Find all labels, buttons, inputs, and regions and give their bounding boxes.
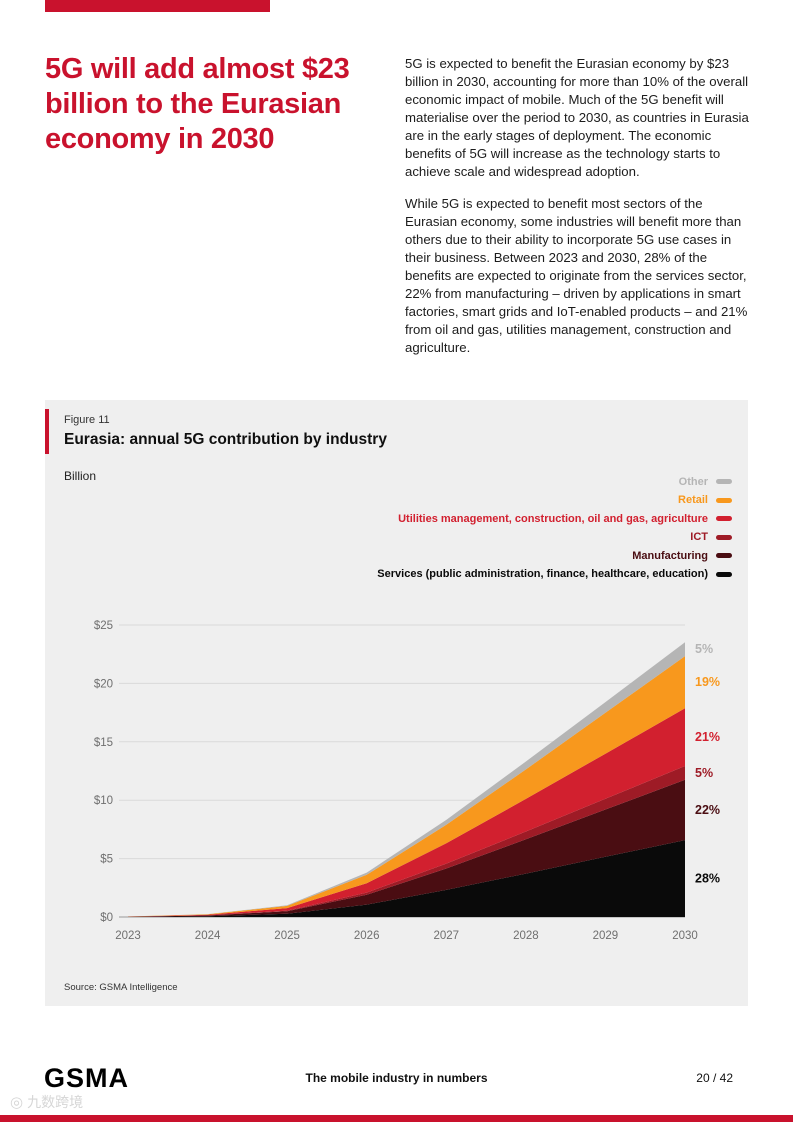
stacked-area-chart: $0 $5 $10 $15 $20 $25 2023 2024 2025 2026 2027 2028… xyxy=(45,590,748,970)
y-tick-label: $10 xyxy=(94,795,113,807)
legend-label: Manufacturing xyxy=(632,549,708,562)
legend-label: Other xyxy=(678,475,708,488)
axis-unit-label: Billion xyxy=(64,469,97,483)
area-series xyxy=(128,708,685,917)
figure-title: Eurasia: annual 5G contribution by indus… xyxy=(64,431,387,448)
pct-label: 19% xyxy=(695,675,720,689)
gsma-logo: GSMA xyxy=(44,1063,129,1093)
x-tick-label: 2028 xyxy=(513,930,539,942)
top-accent-bar xyxy=(45,0,270,12)
legend-label: Retail xyxy=(678,494,708,507)
watermark-text: 九数跨境 xyxy=(27,1094,84,1110)
x-tick-label: 2025 xyxy=(274,930,300,942)
legend-label: Services (public administration, finance… xyxy=(377,568,708,581)
area-series xyxy=(128,840,685,917)
y-tick-label: $15 xyxy=(94,737,113,749)
legend-item: Retail xyxy=(678,494,732,507)
intro-paragraph-2: While 5G is expected to benefit most sec… xyxy=(405,195,748,356)
watermark-logo-icon: ◎ xyxy=(10,1094,24,1111)
legend-item: Utilities management, construction, oil … xyxy=(398,512,732,525)
pct-label: 28% xyxy=(695,872,720,886)
page-title: 5G will add almost $23 billion to the Eu… xyxy=(45,53,350,155)
legend-item: Services (public administration, finance… xyxy=(377,568,732,581)
x-tick-label: 2024 xyxy=(195,930,221,942)
pct-label: 5% xyxy=(695,642,713,656)
pct-label: 5% xyxy=(695,766,713,780)
page-number: 20 / 42 xyxy=(696,1071,733,1085)
watermark: ◎ 九数跨境 xyxy=(10,1092,83,1112)
legend-item: Manufacturing xyxy=(632,549,732,562)
y-tick-label: $20 xyxy=(94,678,113,690)
chart-legend: Other Retail Utilities management, constru… xyxy=(377,475,732,581)
x-tick-label: 2026 xyxy=(354,930,380,942)
intro-paragraph-1: 5G is expected to benefit the Eurasian e… xyxy=(405,56,749,180)
x-tick-label: 2030 xyxy=(672,930,698,942)
x-tick-label: 2029 xyxy=(593,930,619,942)
figure-label: Figure 11 xyxy=(64,414,110,426)
legend-swatch xyxy=(716,479,732,484)
pct-label: 22% xyxy=(695,803,720,817)
footer-report-title: The mobile industry in numbers xyxy=(305,1071,488,1085)
pct-label: 21% xyxy=(695,730,720,744)
legend-swatch xyxy=(716,516,732,522)
source-note: Source: GSMA Intelligence xyxy=(64,982,178,993)
intro-text: 5G is expected to benefit the Eurasian e… xyxy=(405,55,755,357)
legend-item: ICT xyxy=(690,531,732,544)
legend-swatch xyxy=(716,497,732,503)
legend-label: Utilities management, construction, oil … xyxy=(398,512,708,525)
legend-swatch xyxy=(716,553,732,559)
legend-swatch xyxy=(716,571,732,577)
x-tick-label: 2023 xyxy=(115,930,141,942)
legend-label: ICT xyxy=(690,531,708,544)
y-tick-label: $25 xyxy=(94,620,113,632)
y-tick-label: $5 xyxy=(100,854,113,866)
figure-accent-bar xyxy=(45,409,49,454)
area-series xyxy=(128,779,685,917)
bottom-accent-bar xyxy=(0,1115,793,1122)
x-tick-label: 2027 xyxy=(434,930,460,942)
legend-swatch xyxy=(716,534,732,540)
figure-panel: Figure 11 Eurasia: annual 5G contributio… xyxy=(45,400,748,1006)
legend-item: Other xyxy=(679,475,732,488)
y-tick-label: $0 xyxy=(100,912,113,924)
